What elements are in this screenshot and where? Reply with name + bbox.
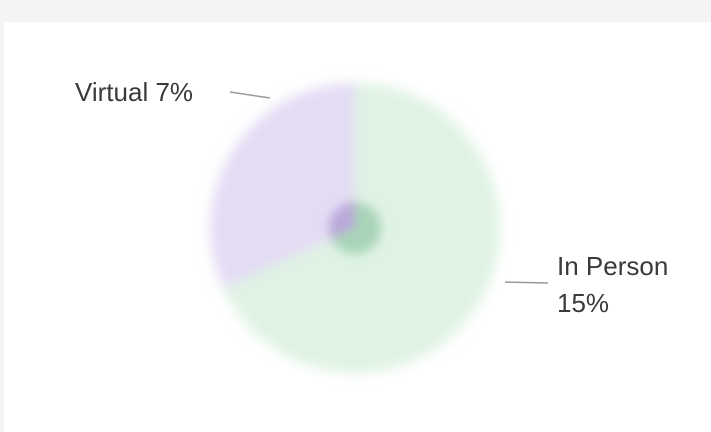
pie-center-slice	[329, 202, 355, 239]
slice-label: Virtual 7%	[75, 77, 193, 107]
leader-line	[229, 91, 271, 99]
pie-center-slice	[331, 202, 382, 254]
slice-label: In Person	[557, 251, 668, 281]
label-name: Virtual	[75, 77, 148, 107]
slice-label-value: 15%	[557, 288, 609, 318]
label-value: 7%	[155, 77, 193, 107]
leader-line	[504, 281, 549, 284]
pie-slice	[210, 83, 355, 289]
pie-center	[329, 202, 382, 254]
